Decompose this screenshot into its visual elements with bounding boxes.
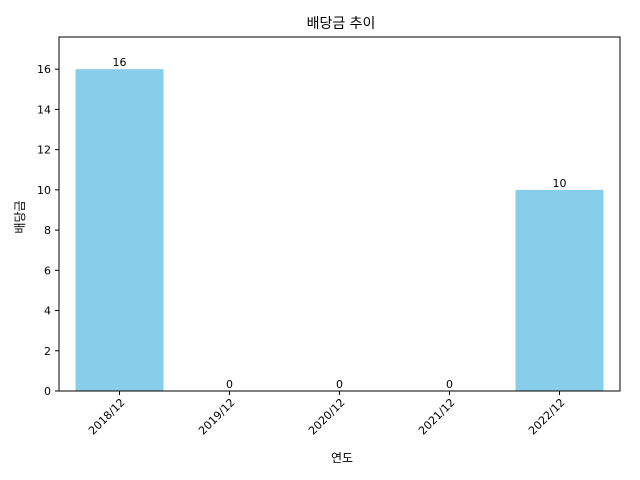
y-tick-label: 10	[37, 184, 51, 197]
y-axis: 0 2 4 6 8 10 12 14 16	[37, 63, 59, 398]
bar-2018/12	[75, 69, 164, 391]
x-tick-label: 2022/12	[526, 396, 568, 438]
y-tick-label: 16	[37, 63, 51, 76]
x-axis: 2018/12 2019/12 2020/12 2021/12 2022/12	[86, 391, 568, 437]
data-label-2021/12: 0	[446, 378, 453, 391]
y-tick-label: 12	[37, 144, 51, 157]
x-axis-label: 연도	[331, 451, 353, 465]
data-labels: 16 0 0 0 10	[113, 56, 567, 391]
data-label-2022/12: 10	[553, 177, 567, 190]
y-tick-label: 8	[44, 224, 51, 237]
x-tick-label: 2018/12	[86, 396, 128, 438]
x-tick-label: 2021/12	[416, 396, 458, 438]
y-tick-label: 14	[37, 103, 51, 116]
bars	[75, 69, 604, 391]
data-label-2018/12: 16	[113, 56, 127, 69]
y-axis-label: 배당금	[13, 200, 27, 233]
x-tick-label: 2019/12	[196, 396, 238, 438]
chart-title: 배당금 추이	[307, 16, 376, 32]
data-label-2019/12: 0	[226, 378, 233, 391]
y-tick-label: 6	[44, 264, 51, 277]
plot-frame	[58, 36, 621, 392]
data-label-2020/12: 0	[336, 378, 343, 391]
bar-2022/12	[515, 189, 604, 391]
x-tick-label: 2020/12	[306, 396, 348, 438]
y-tick-label: 2	[44, 345, 51, 358]
y-tick-label: 0	[44, 385, 51, 398]
y-tick-label: 4	[44, 305, 51, 318]
